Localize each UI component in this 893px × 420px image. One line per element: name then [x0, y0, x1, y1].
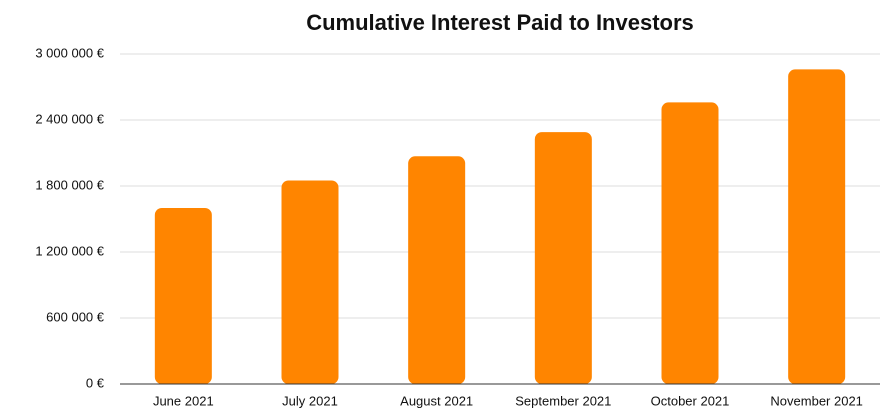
bar: [534, 132, 592, 384]
x-tick-label: October 2021: [651, 393, 730, 408]
bar: [154, 208, 212, 384]
x-tick-label: June 2021: [153, 393, 214, 408]
x-tick-label: August 2021: [400, 393, 473, 408]
bar: [408, 156, 466, 384]
chart-title: Cumulative Interest Paid to Investors: [306, 10, 694, 35]
y-tick-label: 0 €: [86, 375, 105, 390]
y-tick-label: 600 000 €: [46, 309, 105, 324]
bar: [281, 180, 339, 384]
y-tick-label: 1 200 000 €: [35, 243, 104, 258]
y-tick-label: 3 000 000 €: [35, 45, 104, 60]
x-tick-label: July 2021: [282, 393, 338, 408]
bar: [661, 102, 719, 385]
x-tick-label: November 2021: [770, 393, 863, 408]
y-tick-label: 2 400 000 €: [35, 111, 104, 126]
x-tick-label: September 2021: [515, 393, 611, 408]
bar: [788, 69, 846, 385]
y-tick-label: 1 800 000 €: [35, 177, 104, 192]
